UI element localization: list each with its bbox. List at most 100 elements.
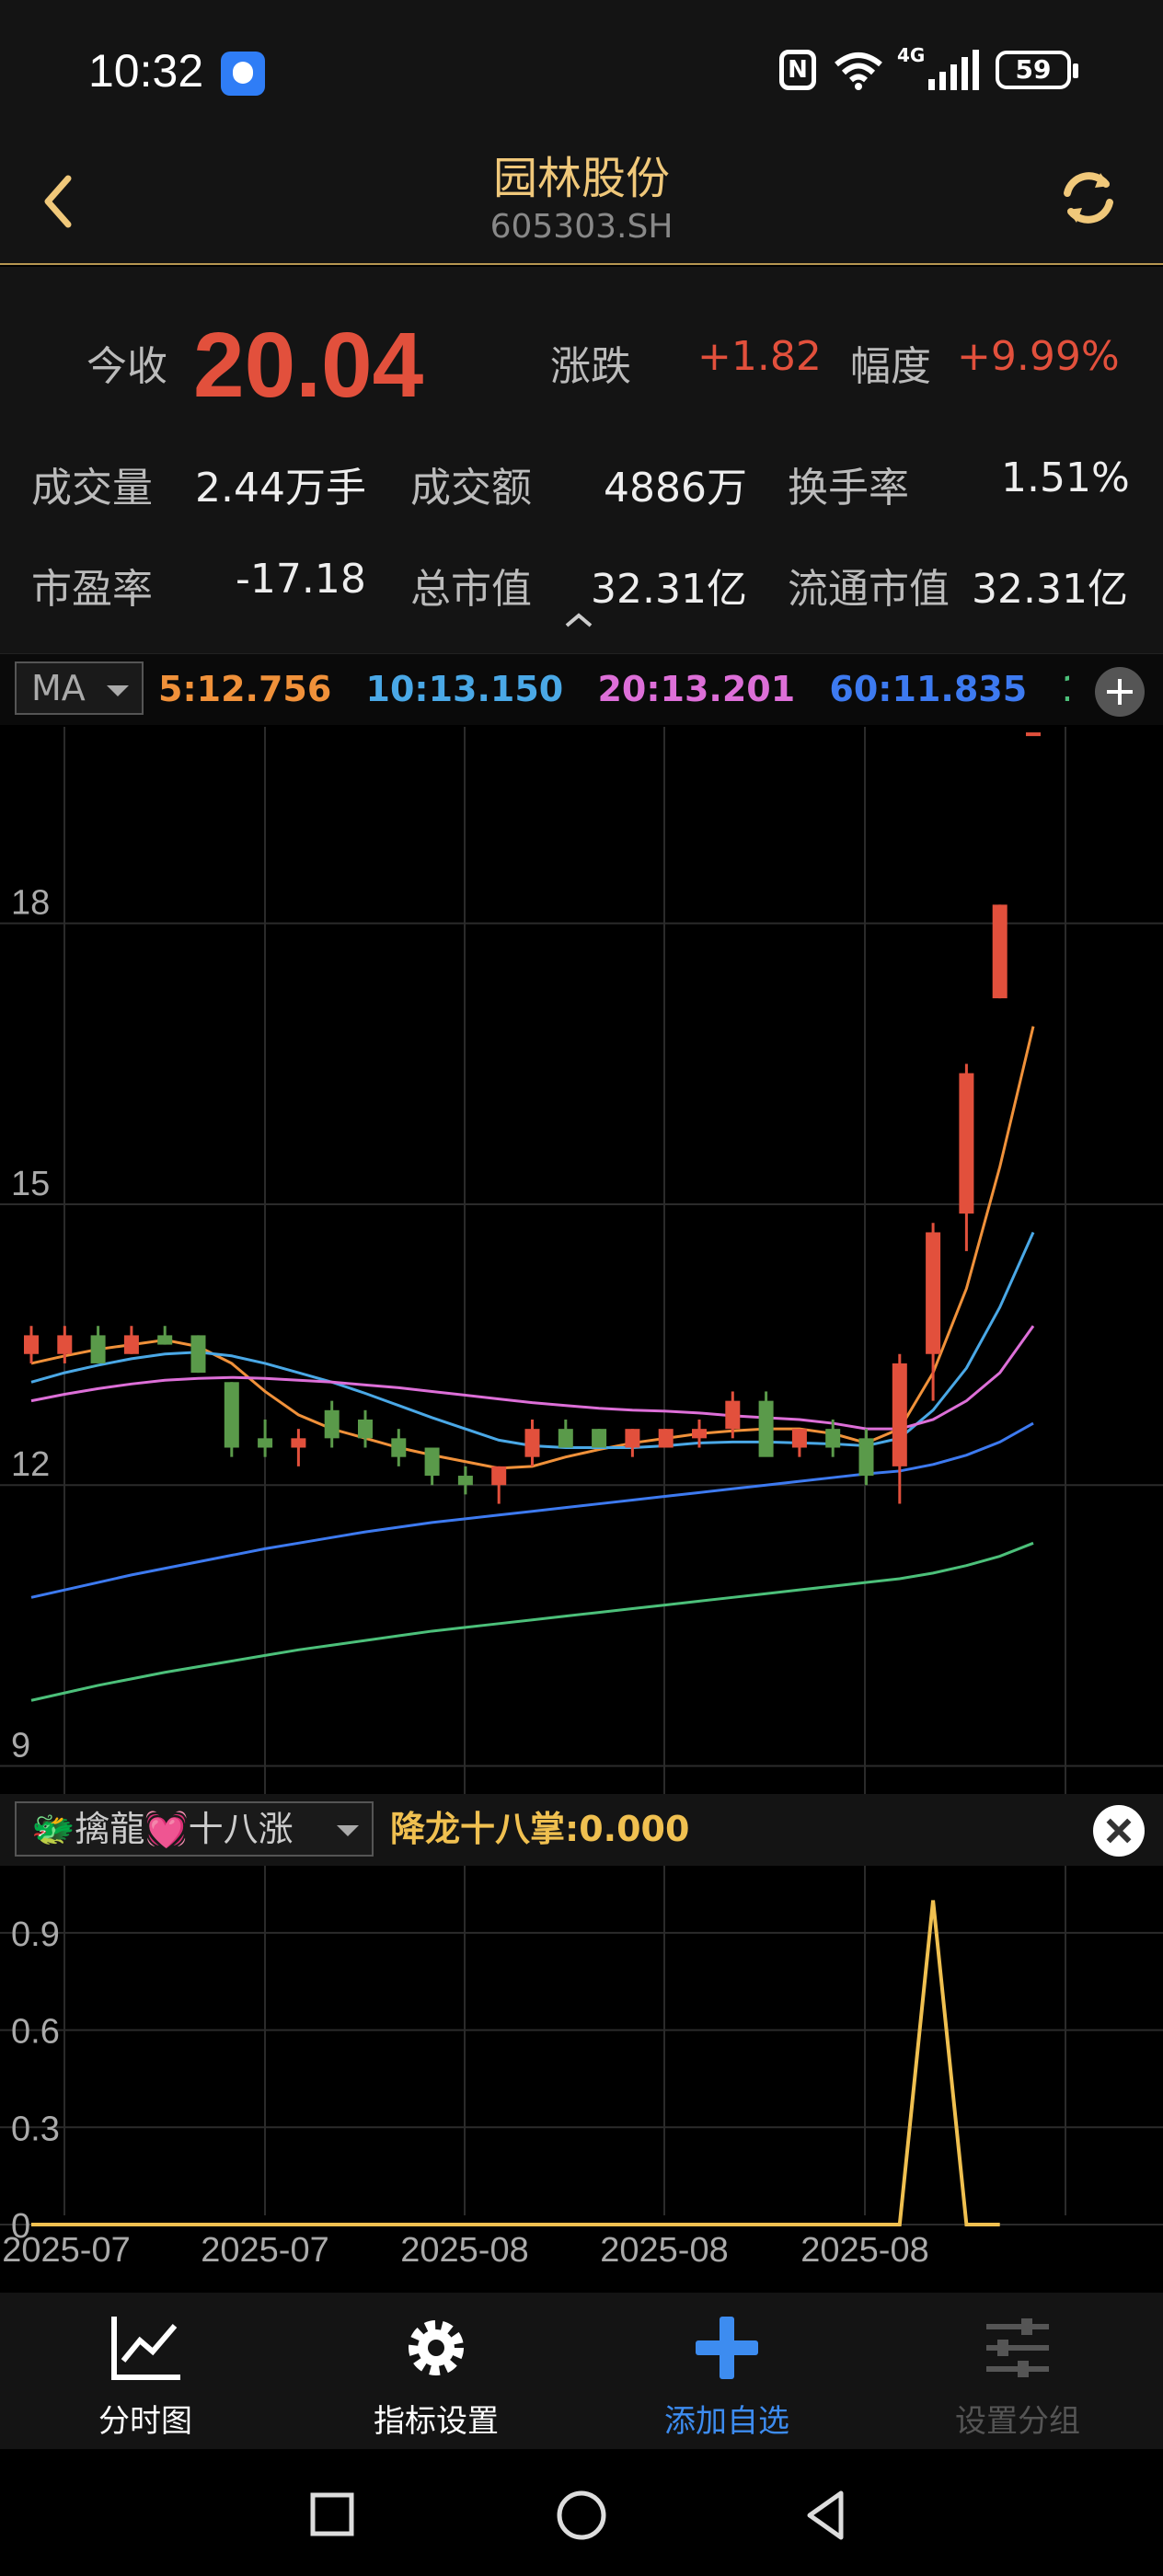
ma-values: 5:12.756 10:13.150 20:13.201 60:11.835 1…: [158, 661, 1069, 717]
ma10-line: [30, 1231, 1035, 1450]
pe-label: 市盈率: [31, 566, 153, 613]
amount-label: 成交额: [410, 465, 532, 512]
add-indicator-icon[interactable]: [1095, 667, 1145, 717]
recent-apps-icon[interactable]: [309, 2491, 355, 2537]
candle-body: [892, 1363, 907, 1466]
candle-body: [758, 1400, 774, 1457]
candle-body: [123, 1335, 139, 1354]
tab-timeshare[interactable]: 分时图: [0, 2293, 291, 2449]
indicator-value: 降龙十八掌:0.000: [390, 1809, 690, 1849]
float-label: 流通市值: [788, 566, 950, 613]
wifi-icon: [835, 52, 882, 90]
ma10-value: 10:13.150: [365, 669, 564, 709]
turnover-label: 换手率: [788, 465, 909, 512]
close-price: 20.04: [193, 314, 424, 417]
gear-icon: [409, 2320, 464, 2375]
candle-body: [592, 1429, 607, 1448]
candle-body: [926, 1232, 941, 1354]
app-notification-icon: [221, 52, 265, 96]
candle-body: [558, 1429, 573, 1448]
x-tick-label: 2025-07: [201, 2231, 328, 2270]
ma5-value: 5:12.756: [158, 669, 332, 709]
ma120-line: [30, 1541, 1034, 1702]
y-tick-label: 15: [11, 1165, 50, 1203]
stock-code: 605303.SH: [489, 208, 674, 246]
home-icon[interactable]: [556, 2490, 607, 2541]
tab-group-settings[interactable]: 设置分组: [872, 2293, 1163, 2449]
close-indicator-icon[interactable]: [1093, 1805, 1145, 1857]
y-tick-label: 0.3: [11, 2110, 60, 2148]
back-arrow-icon[interactable]: [37, 169, 83, 234]
candle-body: [291, 1438, 306, 1448]
indicator-toolbar: 🐲擒龍💓十八涨 降龙十八掌:0.000: [0, 1794, 1163, 1866]
candlestick-chart[interactable]: 18 15 12 9: [0, 727, 1163, 1794]
mktcap-value: 32.31亿: [591, 566, 747, 613]
volume-label: 成交量: [31, 465, 153, 512]
turnover-value: 1.51%: [1001, 454, 1130, 501]
dropdown-caret-icon: [107, 685, 129, 696]
clock: 10:32: [88, 45, 204, 97]
ma-selector[interactable]: MA: [15, 661, 144, 715]
x-tick-label: 2025-07: [2, 2231, 130, 2270]
y-tick-label: 9: [11, 1726, 30, 1765]
ma20-value: 20:13.201: [597, 669, 796, 709]
x-tick-label: 2025-08: [800, 2231, 928, 2270]
tab-add-watchlist[interactable]: 添加自选: [582, 2293, 872, 2449]
tab-indicator-settings[interactable]: 指标设置: [291, 2293, 582, 2449]
candle-body: [725, 1400, 741, 1430]
candle-body: [57, 1335, 73, 1354]
volume-value: 2.44万手: [195, 465, 366, 512]
y-tick-label: 18: [11, 884, 50, 923]
sliders-icon: [986, 2318, 1049, 2377]
candle-body: [825, 1429, 841, 1448]
y-tick-label: 0: [11, 2207, 30, 2246]
pe-value: -17.18: [236, 556, 366, 603]
ma-toolbar: MA 5:12.756 10:13.150 20:13.201 60:11.83…: [0, 653, 1163, 725]
back-nav-icon[interactable]: [802, 2490, 848, 2541]
cell-signal-icon: 4G: [897, 44, 979, 90]
stock-name: 园林股份: [492, 153, 670, 204]
ma20-line: [30, 1325, 1035, 1431]
candle-body: [658, 1429, 674, 1448]
candle-body: [391, 1438, 407, 1457]
candle-body: [90, 1335, 106, 1363]
plus-icon: [696, 2317, 758, 2379]
x-tick-label: 2025-08: [400, 2231, 528, 2270]
system-navigation-bar: [0, 2449, 1163, 2576]
amount-value: 4886万: [604, 465, 747, 512]
ma60-value: 60:11.835: [829, 669, 1028, 709]
float-value: 32.31亿: [972, 566, 1128, 613]
candle-body: [1026, 732, 1041, 737]
candle-body: [224, 1382, 239, 1448]
candle-body: [491, 1466, 507, 1486]
candle-body: [324, 1409, 340, 1439]
candle-body: [457, 1476, 473, 1486]
change-value: +1.82: [697, 333, 822, 380]
chevron-up-icon[interactable]: [563, 611, 594, 629]
candle-body: [692, 1429, 707, 1439]
candle-body: [791, 1429, 807, 1448]
candle-body: [524, 1429, 540, 1457]
range-value: +9.99%: [957, 333, 1120, 380]
indicator-line: [31, 1900, 1000, 2226]
candle-body: [992, 904, 1008, 999]
change-label: 涨跌: [550, 343, 631, 390]
status-bar: 10:32 N 4G 59: [0, 0, 1163, 123]
close-label: 今收: [86, 343, 167, 390]
candle-body: [625, 1429, 640, 1448]
y-tick-label: 0.6: [11, 2013, 60, 2052]
candle-body: [157, 1335, 173, 1345]
nfc-icon: N: [779, 50, 816, 90]
trend-chart-icon: [111, 2317, 180, 2380]
ma120-value: 120:11.0: [1061, 669, 1069, 709]
candle-body: [959, 1073, 974, 1214]
indicator-selector[interactable]: 🐲擒龍💓十八涨: [15, 1801, 374, 1857]
quote-panel: 今收 20.04 涨跌 +1.82 幅度 +9.99% 成交量 2.44万手 成…: [0, 267, 1163, 653]
stock-header: 园林股份 605303.SH: [0, 123, 1163, 265]
candle-body: [424, 1447, 440, 1477]
refresh-icon[interactable]: [1056, 166, 1121, 230]
range-label: 幅度: [850, 343, 931, 390]
mktcap-label: 总市值: [410, 566, 532, 613]
y-tick-label: 12: [11, 1445, 50, 1484]
